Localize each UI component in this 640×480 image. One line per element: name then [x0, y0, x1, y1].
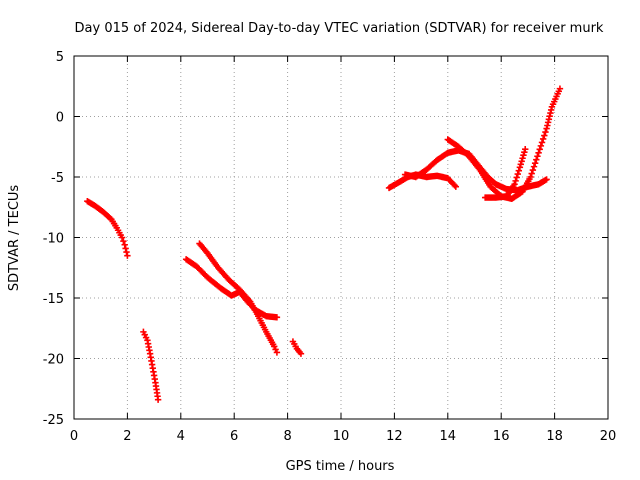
x-tick-label: 6	[230, 429, 238, 444]
data-point	[517, 161, 524, 168]
axis-ticks: 0 2 4 6 8 10 12 14 16 18 20 5 0 -5 -10 -15 -20 -25	[43, 50, 617, 444]
data-point	[536, 146, 543, 153]
data-point	[556, 85, 564, 92]
data-point	[534, 153, 541, 160]
data-point	[273, 349, 281, 356]
data-point	[518, 158, 525, 165]
data-point	[121, 241, 128, 248]
y-axis-title: SDTVAR / TECUs	[7, 185, 22, 292]
series-arc-3	[182, 256, 281, 321]
y-tick-label: -10	[43, 232, 64, 247]
y-tick-label: -5	[51, 171, 64, 186]
data-points	[84, 85, 564, 403]
data-point	[123, 248, 130, 256]
data-point	[530, 163, 538, 170]
data-point	[154, 396, 162, 403]
data-point	[124, 252, 131, 259]
x-tick-label: 14	[440, 429, 457, 444]
chart-title: Day 015 of 2024, Sidereal Day-to-day VTE…	[75, 21, 604, 36]
x-tick-label: 12	[386, 429, 403, 444]
data-point	[297, 350, 305, 357]
y-tick-label: -15	[43, 292, 64, 307]
data-point	[539, 135, 547, 143]
data-point	[537, 142, 545, 150]
data-point	[520, 152, 527, 159]
x-tick-label: 20	[600, 429, 617, 444]
data-point	[531, 159, 539, 167]
data-point	[533, 156, 540, 163]
series-arc-8	[444, 85, 564, 202]
series-arc-5	[289, 338, 305, 357]
x-tick-label: 8	[283, 429, 291, 444]
x-tick-label: 0	[70, 429, 78, 444]
data-point	[513, 174, 520, 181]
data-point	[528, 170, 535, 177]
data-point	[516, 164, 524, 171]
data-point	[122, 245, 129, 252]
data-point	[512, 177, 519, 185]
series-arc-4	[196, 240, 281, 356]
data-point	[519, 155, 526, 162]
y-tick-label: 5	[56, 50, 64, 65]
x-tick-label: 18	[546, 429, 563, 444]
data-point	[511, 181, 518, 188]
data-point	[451, 182, 458, 189]
data-point	[521, 148, 528, 156]
series-arc-2	[140, 328, 162, 403]
data-point	[120, 237, 127, 245]
data-point	[535, 149, 542, 156]
data-point	[529, 166, 537, 174]
data-point	[538, 139, 546, 146]
data-point	[452, 183, 460, 190]
y-tick-label: 0	[56, 111, 64, 126]
data-point	[118, 234, 126, 241]
x-tick-label: 16	[493, 429, 510, 444]
x-tick-label: 10	[333, 429, 350, 444]
data-point	[515, 167, 523, 174]
x-axis-title: GPS time / hours	[286, 459, 395, 474]
grid	[74, 56, 608, 419]
data-point	[541, 132, 548, 139]
data-point	[514, 170, 521, 178]
data-point	[543, 176, 550, 183]
y-tick-label: -20	[43, 353, 64, 368]
x-tick-label: 4	[177, 429, 185, 444]
series-arc-9	[481, 145, 529, 201]
data-point	[273, 314, 281, 321]
y-tick-label: -25	[43, 413, 64, 428]
series-arc-1	[84, 198, 131, 259]
x-tick-label: 2	[123, 429, 131, 444]
data-point	[522, 145, 529, 153]
data-point	[527, 173, 534, 181]
data-point	[542, 128, 549, 136]
series-arc-7	[401, 147, 550, 194]
